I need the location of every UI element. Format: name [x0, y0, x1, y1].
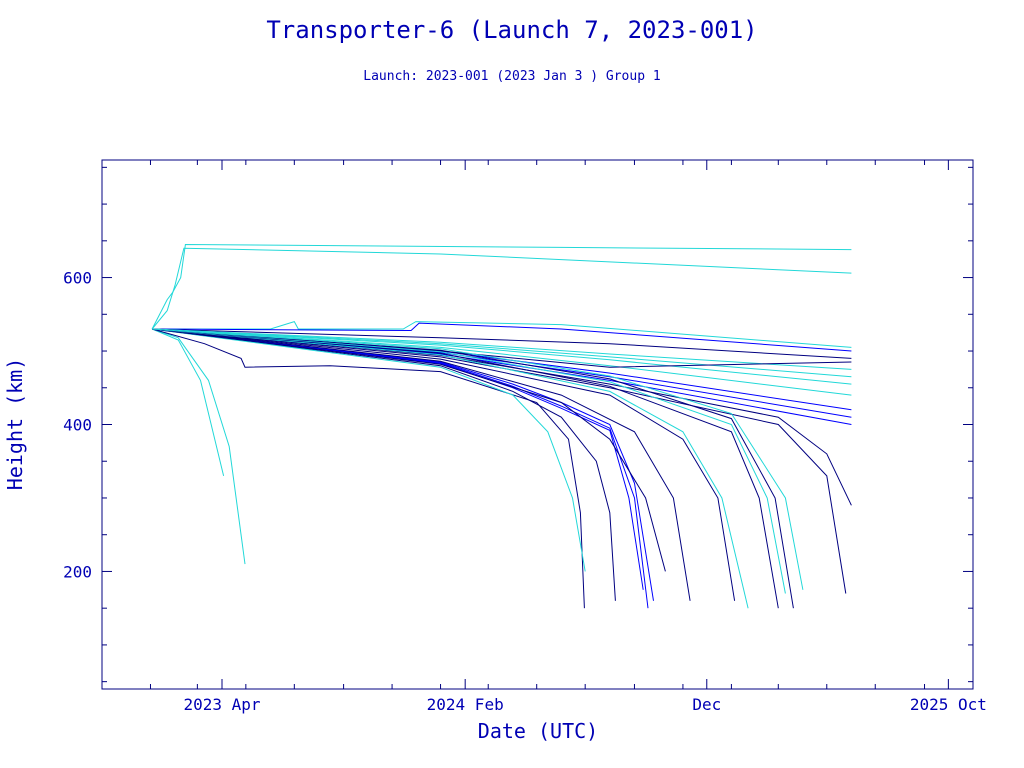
y-tick-label: 600	[63, 269, 92, 288]
series-line-28	[152, 328, 786, 594]
chart-subtitle: Launch: 2023-001 (2023 Jan 3 ) Group 1	[363, 69, 660, 84]
x-tick-label: 2024 Feb	[427, 695, 504, 714]
series-line-4	[152, 321, 852, 348]
series-line-22	[152, 328, 586, 572]
y-tick-label: 200	[63, 562, 92, 581]
series-line-12	[152, 328, 847, 594]
x-axis-label: Date (UTC)	[478, 719, 598, 743]
series-line-1	[151, 328, 246, 565]
series-line-16	[152, 328, 852, 370]
y-tick-label: 400	[63, 416, 92, 435]
series-line-6	[152, 322, 852, 352]
series-line-11	[152, 328, 852, 506]
series-line-27	[152, 328, 779, 609]
series-line-5	[151, 328, 585, 609]
series-line-13	[152, 328, 852, 396]
series-line-24	[152, 328, 691, 601]
series-layer	[151, 243, 852, 609]
series-line-3	[151, 247, 852, 330]
series-line-26	[152, 328, 749, 609]
series-line-25	[152, 328, 736, 601]
series-line-0	[151, 328, 225, 477]
series-line-30	[152, 328, 804, 590]
series-line-2	[151, 243, 852, 330]
series-line-19	[152, 328, 649, 609]
chart-title: Transporter-6 (Launch 7, 2023-001)	[266, 16, 757, 44]
x-tick-label: 2025 Oct	[910, 695, 987, 714]
axis-layer: 200 400 600 2023 Apr 2024 Feb Dec 2025 Oct	[63, 160, 987, 714]
plot-frame	[101, 159, 974, 690]
series-line-14	[152, 328, 852, 385]
series-line-23	[152, 328, 666, 572]
series-line-29	[152, 328, 794, 609]
series-line-15	[152, 328, 852, 378]
series-line-7	[152, 328, 852, 359]
x-tick-label: 2023 Apr	[183, 695, 260, 714]
series-line-20	[152, 328, 644, 590]
x-tick-label: Dec	[692, 695, 721, 714]
y-axis-label: Height (km)	[3, 358, 27, 490]
series-line-21	[152, 328, 616, 601]
